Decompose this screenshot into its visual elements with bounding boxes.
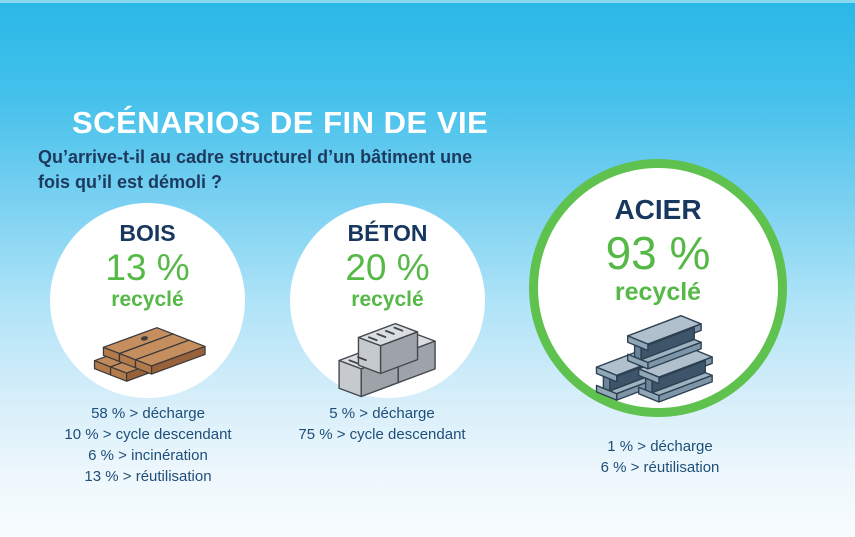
concrete-icon-wrap <box>290 317 485 410</box>
breakdown-line: 58 % > décharge <box>91 405 205 422</box>
breakdown-line: 6 % > réutilisation <box>600 459 720 476</box>
material-circle-bois: BOIS 13 % recyclé <box>50 203 245 398</box>
material-recycled-label-bois: recyclé <box>111 288 184 311</box>
page-subtitle-line2: fois qu’il est démoli ? <box>38 172 223 192</box>
material-recycled-label-beton: recyclé <box>351 288 424 311</box>
page-subtitle-line1: Qu’arrive-t-il au cadre structurel d’un … <box>38 147 473 167</box>
breakdown-line: 1 % > décharge <box>607 438 713 455</box>
material-name-beton: BÉTON <box>347 220 428 246</box>
material-percent-bois: 13 % <box>105 247 190 288</box>
top-edge-strip <box>0 0 855 3</box>
breakdown-line: 13 % > réutilisation <box>84 468 212 485</box>
material-percent-acier: 93 % <box>605 227 711 279</box>
wood-knot <box>140 336 148 341</box>
material-recycled-label-acier: recyclé <box>614 278 702 306</box>
breakdown-bois: 58 % > décharge 10 % > cycle descendant … <box>28 403 268 487</box>
material-percent-beton: 20 % <box>345 247 430 288</box>
breakdown-beton: 5 % > décharge 75 % > cycle descendant <box>262 403 502 445</box>
breakdown-line: 10 % > cycle descendant <box>64 426 232 443</box>
breakdown-line: 6 % > incinération <box>88 447 208 464</box>
page-title: SCÉNARIOS DE FIN DE VIE <box>72 104 489 140</box>
material-name-bois: BOIS <box>119 220 176 246</box>
material-circle-beton: BÉTON 20 % recyclé <box>290 203 485 398</box>
concrete-blocks-icon <box>337 322 436 398</box>
material-circle-acier: ACIER 93 % recyclé <box>529 159 787 417</box>
steel-beams-icon <box>595 314 713 403</box>
page-subtitle: Qu’arrive-t-il au cadre structurel d’un … <box>38 145 518 195</box>
breakdown-acier: 1 % > décharge 6 % > réutilisation <box>540 436 780 478</box>
steel-icon-wrap <box>538 312 778 429</box>
material-name-acier: ACIER <box>614 194 702 225</box>
breakdown-line: 75 % > cycle descendant <box>298 426 466 443</box>
breakdown-line: 5 % > décharge <box>329 405 435 422</box>
wood-icon-wrap <box>50 317 245 404</box>
wood-planks-icon <box>93 327 206 382</box>
block-slots <box>348 326 403 365</box>
